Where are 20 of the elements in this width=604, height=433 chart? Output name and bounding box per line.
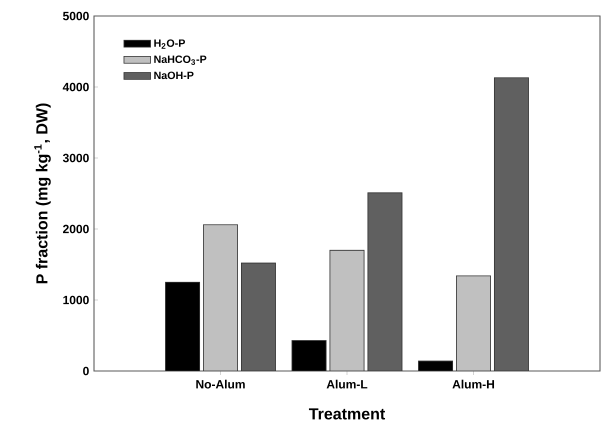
x-tick-label: Alum-H — [452, 380, 494, 389]
legend-label: NaHCO$_{3}$-P — [154, 55, 206, 65]
x-tick-label: Alum-L — [326, 380, 368, 389]
x-axis-title: Treatment — [308, 408, 386, 420]
legend-label: NaOH-P — [154, 72, 194, 80]
bar — [456, 275, 491, 371]
y-tick-label: 0 — [83, 366, 89, 376]
bar — [292, 340, 327, 371]
x-tick-label: No-Alum — [196, 380, 245, 389]
y-tick-label: 2000 — [63, 224, 89, 234]
y-tick-label: 3000 — [62, 154, 89, 162]
bar — [203, 224, 238, 371]
bar — [330, 250, 364, 371]
y-tick-label: 4000 — [62, 82, 89, 92]
bar — [418, 360, 454, 371]
legend-label: H$_{2}$O-P — [154, 39, 186, 49]
bar — [165, 282, 200, 371]
y-tick-label: 1000 — [63, 296, 89, 304]
y-axis-title: P fraction (mg kg$^{-1}$, DW) — [34, 103, 51, 284]
y-tick-label: 5000 — [62, 12, 89, 20]
